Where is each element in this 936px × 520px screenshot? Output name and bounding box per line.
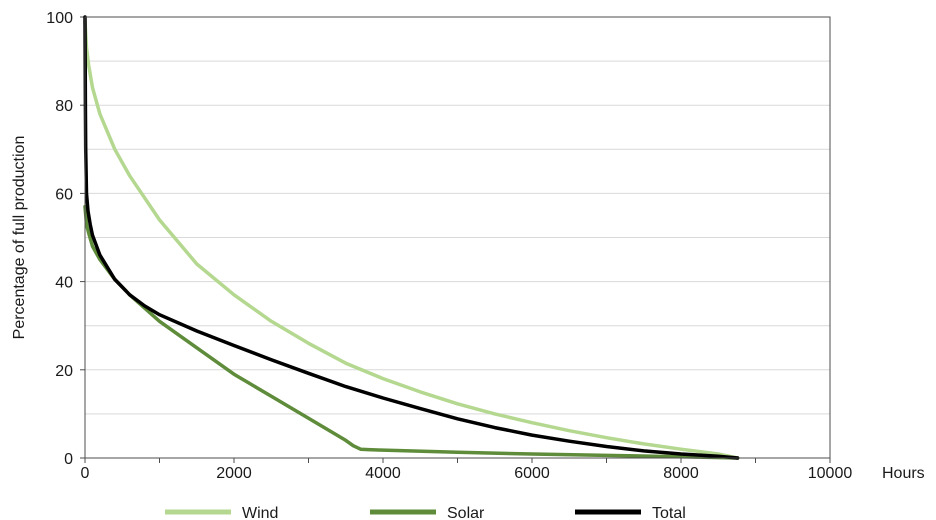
gridlines (85, 60, 830, 415)
legend: Wind Solar Total (165, 505, 686, 520)
x-axis-title: Hours (882, 465, 925, 482)
y-axis-title: Percentage of full production (11, 136, 28, 340)
series-line-wind (83, 19, 740, 460)
legend-label-total: Total (652, 505, 686, 520)
series-line-total (83, 15, 740, 460)
y-tick-label: 20 (55, 363, 73, 380)
y-tick-label: 80 (55, 98, 73, 115)
y-tick-label: 40 (55, 275, 73, 292)
y-tick-label: 100 (46, 10, 73, 27)
legend-label-solar: Solar (447, 505, 485, 520)
x-tick-label: 8000 (663, 465, 699, 482)
y-axis-ticks: 0 20 40 60 80 100 (46, 10, 85, 468)
legend-label-wind: Wind (242, 505, 278, 520)
series-line-solar (83, 204, 740, 460)
x-tick-label: 6000 (514, 465, 550, 482)
x-tick-label: 4000 (365, 465, 401, 482)
x-axis-ticks: 0 2000 4000 6000 8000 10000 (81, 458, 853, 482)
y-tick-label: 0 (64, 451, 73, 468)
x-tick-label: 0 (81, 465, 90, 482)
y-tick-label: 60 (55, 186, 73, 203)
series-lines (83, 15, 740, 460)
x-tick-label: 10000 (808, 465, 853, 482)
plot-frame (84, 16, 831, 459)
x-tick-label: 2000 (216, 465, 252, 482)
